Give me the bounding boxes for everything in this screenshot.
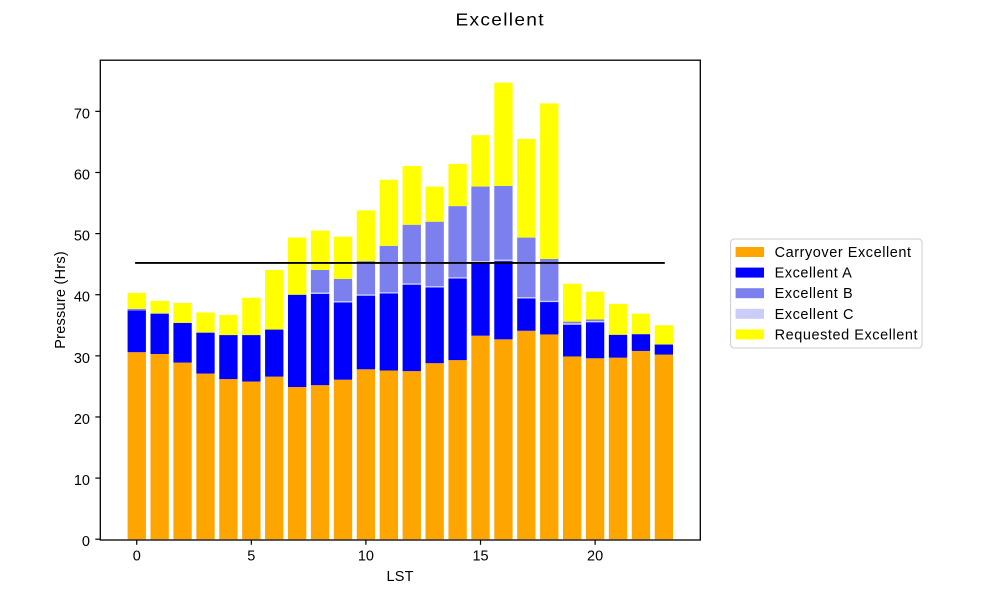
svg-text:0: 0 (133, 549, 141, 565)
svg-text:10: 10 (74, 473, 90, 489)
svg-text:Carryover Excellent: Carryover Excellent (775, 245, 912, 261)
svg-text:LST: LST (386, 569, 413, 585)
svg-text:15: 15 (472, 549, 488, 565)
svg-text:Excellent C: Excellent C (775, 307, 854, 323)
svg-text:60: 60 (74, 167, 90, 183)
svg-text:50: 50 (74, 229, 90, 245)
svg-text:20: 20 (587, 549, 603, 565)
svg-text:20: 20 (74, 412, 90, 428)
svg-text:70: 70 (74, 106, 90, 122)
svg-text:5: 5 (247, 549, 255, 565)
svg-text:30: 30 (74, 351, 90, 367)
svg-text:Pressure (Hrs): Pressure (Hrs) (53, 251, 69, 349)
svg-text:Excellent B: Excellent B (775, 286, 854, 302)
svg-text:Requested Excellent: Requested Excellent (775, 327, 918, 343)
svg-text:0: 0 (82, 534, 90, 550)
svg-text:Excellent: Excellent (456, 9, 545, 29)
svg-text:Excellent A: Excellent A (775, 266, 853, 282)
svg-text:40: 40 (74, 290, 90, 306)
svg-text:10: 10 (358, 549, 374, 565)
